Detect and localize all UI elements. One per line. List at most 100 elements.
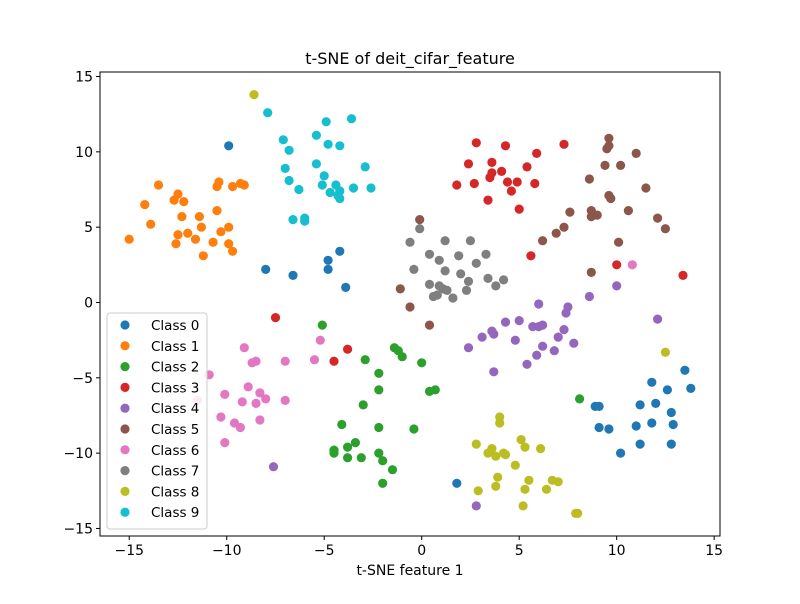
point-class-5-3: [424, 320, 435, 330]
legend-marker-5: [120, 424, 130, 434]
point-class-4-23: [584, 291, 595, 302]
point-class-8-12: [510, 460, 520, 470]
point-class-7-13: [448, 293, 458, 303]
point-class-2-19: [397, 352, 407, 362]
y-tick-label: 5: [84, 220, 93, 236]
point-class-5-25: [660, 224, 671, 234]
legend-label-2: Class 2: [151, 360, 199, 376]
point-class-0-15: [635, 439, 645, 449]
point-class-6-17: [280, 395, 290, 405]
point-class-0-16: [647, 377, 657, 387]
x-tick-label: −5: [314, 543, 335, 559]
point-class-6-2: [216, 412, 226, 422]
legend-label-3: Class 3: [151, 380, 199, 396]
point-class-1-19: [216, 227, 226, 237]
legend-marker-1: [120, 341, 130, 351]
point-class-7-2: [415, 224, 425, 234]
point-class-7-18: [465, 236, 475, 246]
point-class-1-3: [153, 180, 164, 190]
point-class-6-4: [220, 389, 230, 399]
point-class-9-0: [263, 108, 273, 118]
point-class-4-10: [522, 359, 532, 369]
point-class-7-16: [461, 285, 472, 295]
point-class-1-13: [196, 222, 206, 232]
point-class-0-20: [666, 407, 676, 418]
point-class-8-19: [541, 484, 552, 494]
legend-marker-4: [120, 403, 130, 413]
point-class-5-4: [538, 236, 548, 246]
point-class-2-5: [343, 442, 353, 452]
y-tick-label: −15: [63, 521, 93, 537]
legend-marker-6: [120, 445, 130, 455]
point-class-7-22: [491, 281, 501, 291]
point-class-2-10: [374, 422, 384, 433]
point-class-9-4: [284, 175, 294, 186]
point-class-4-3: [477, 332, 487, 342]
point-class-4-17: [549, 346, 559, 356]
point-class-0-5: [335, 246, 345, 256]
point-class-8-5: [491, 451, 501, 461]
point-class-6-14: [255, 415, 265, 425]
legend-marker-2: [120, 362, 130, 372]
point-class-6-11: [251, 356, 261, 366]
point-class-3-11: [497, 166, 507, 176]
point-class-1-7: [173, 230, 183, 240]
point-class-3-4: [463, 159, 474, 169]
point-class-9-12: [319, 171, 329, 181]
legend-label-4: Class 4: [151, 401, 199, 417]
point-class-4-7: [500, 317, 511, 327]
point-class-3-5: [469, 178, 479, 189]
point-class-5-18: [606, 193, 616, 204]
y-tick-label: −5: [72, 371, 93, 387]
point-class-6-7: [237, 397, 247, 407]
point-class-2-6: [350, 438, 360, 448]
x-tick-label: −15: [114, 543, 144, 559]
point-class-6-20: [627, 260, 637, 270]
point-class-5-21: [623, 206, 634, 216]
point-class-0-24: [686, 383, 696, 393]
point-class-8-6: [491, 481, 501, 491]
y-tick-label: 0: [84, 295, 93, 311]
point-class-3-0: [270, 313, 281, 323]
point-class-7-0: [405, 237, 415, 247]
point-class-1-14: [198, 251, 208, 261]
point-class-4-9: [514, 316, 524, 326]
point-class-2-8: [358, 400, 368, 410]
point-class-9-21: [346, 114, 357, 124]
point-class-2-12: [374, 385, 384, 395]
point-class-5-9: [586, 267, 596, 277]
point-class-0-17: [647, 418, 657, 428]
point-class-7-10: [440, 236, 450, 246]
point-class-8-11: [500, 450, 511, 460]
point-class-4-22: [569, 338, 579, 348]
point-class-0-4: [323, 264, 333, 274]
point-class-0-18: [651, 398, 661, 408]
point-class-0-0: [224, 141, 234, 151]
point-class-0-12: [616, 448, 626, 458]
point-class-0-10: [594, 422, 604, 433]
point-class-2-0: [317, 320, 327, 330]
point-class-2-15: [378, 456, 388, 466]
point-class-8-0: [249, 90, 259, 100]
point-class-8-23: [573, 508, 583, 518]
legend-label-6: Class 6: [151, 443, 199, 459]
x-tick-label: −10: [212, 543, 242, 559]
point-class-5-8: [584, 174, 595, 184]
point-class-5-7: [565, 207, 575, 217]
point-class-9-11: [317, 180, 327, 190]
point-class-3-9: [487, 168, 497, 178]
point-class-2-3: [337, 419, 347, 430]
point-class-8-24: [660, 347, 671, 357]
point-class-8-4: [487, 444, 497, 454]
point-class-3-7: [483, 195, 493, 205]
point-class-0-19: [662, 385, 673, 395]
legend-marker-0: [120, 320, 130, 330]
point-class-8-2: [473, 486, 483, 496]
x-axis-ticks: −15 −10 −5 0 5 10 15: [114, 536, 723, 559]
legend-marker-9: [120, 507, 130, 517]
point-class-3-18: [526, 251, 536, 261]
point-class-6-8: [239, 343, 249, 353]
x-axis-label: t-SNE feature 1: [356, 563, 463, 579]
point-class-2-13: [374, 368, 384, 378]
